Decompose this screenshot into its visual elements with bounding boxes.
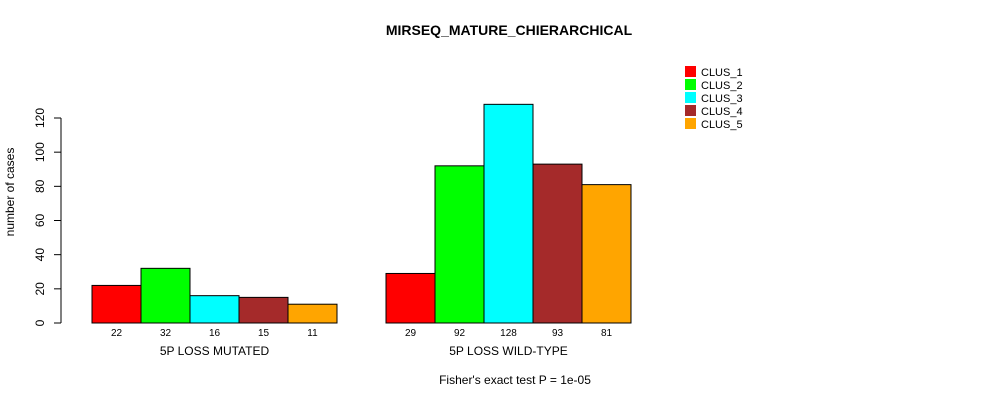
- bar-value-label: 32: [160, 328, 172, 339]
- y-tick-label: 120: [33, 108, 47, 128]
- legend-swatch: [685, 92, 696, 103]
- legend-label: CLUS_3: [701, 93, 743, 105]
- bar: [532, 163, 583, 324]
- group-label: 5P LOSS WILD-TYPE: [449, 344, 567, 358]
- legend-label: CLUS_2: [701, 80, 743, 92]
- footnote: Fisher's exact test P = 1e-05: [439, 373, 591, 387]
- bars-group: 22 32 16 15 11 5P LOSS MUTATED 29 92 128 93 81 5P L…: [91, 103, 632, 358]
- legend-label: CLUS_1: [701, 67, 743, 79]
- y-tick-label: 60: [33, 214, 47, 228]
- legend-swatch: [685, 118, 696, 129]
- legend-swatch: [685, 105, 696, 116]
- bar: [483, 103, 534, 324]
- bar: [140, 267, 191, 324]
- bar-value-label: 22: [111, 328, 123, 339]
- bar: [434, 165, 485, 324]
- y-axis-label: number of cases: [3, 148, 17, 237]
- legend-swatch: [685, 66, 696, 77]
- bar-value-label: 11: [307, 328, 318, 339]
- bar: [189, 295, 240, 324]
- bar-value-label: 92: [454, 328, 466, 339]
- y-tick-label: 80: [33, 179, 47, 193]
- y-tick-label: 40: [33, 248, 47, 262]
- y-tick-label: 0: [33, 319, 47, 326]
- bar-value-label: 128: [500, 328, 517, 339]
- legend-label: CLUS_5: [701, 119, 743, 131]
- bar: [287, 303, 338, 324]
- bar-value-label: 15: [258, 328, 270, 339]
- bar: [581, 184, 632, 324]
- legend-label: CLUS_4: [701, 106, 743, 118]
- bar-value-label: 16: [209, 328, 221, 339]
- y-tick-label: 20: [33, 282, 47, 296]
- y-tick-label: 100: [33, 142, 47, 162]
- bar: [238, 296, 289, 324]
- bar: [91, 284, 142, 324]
- bar-value-label: 93: [552, 328, 564, 339]
- bar-value-label: 29: [405, 328, 417, 339]
- legend-swatch: [685, 79, 696, 90]
- y-axis: 0 20 40 60 80 100 120: [33, 108, 62, 326]
- bar: [385, 272, 436, 324]
- group-label: 5P LOSS MUTATED: [160, 344, 270, 358]
- chart-title: MIRSEQ_MATURE_CHIERARCHICAL: [386, 22, 633, 38]
- bar-value-label: 81: [601, 328, 613, 339]
